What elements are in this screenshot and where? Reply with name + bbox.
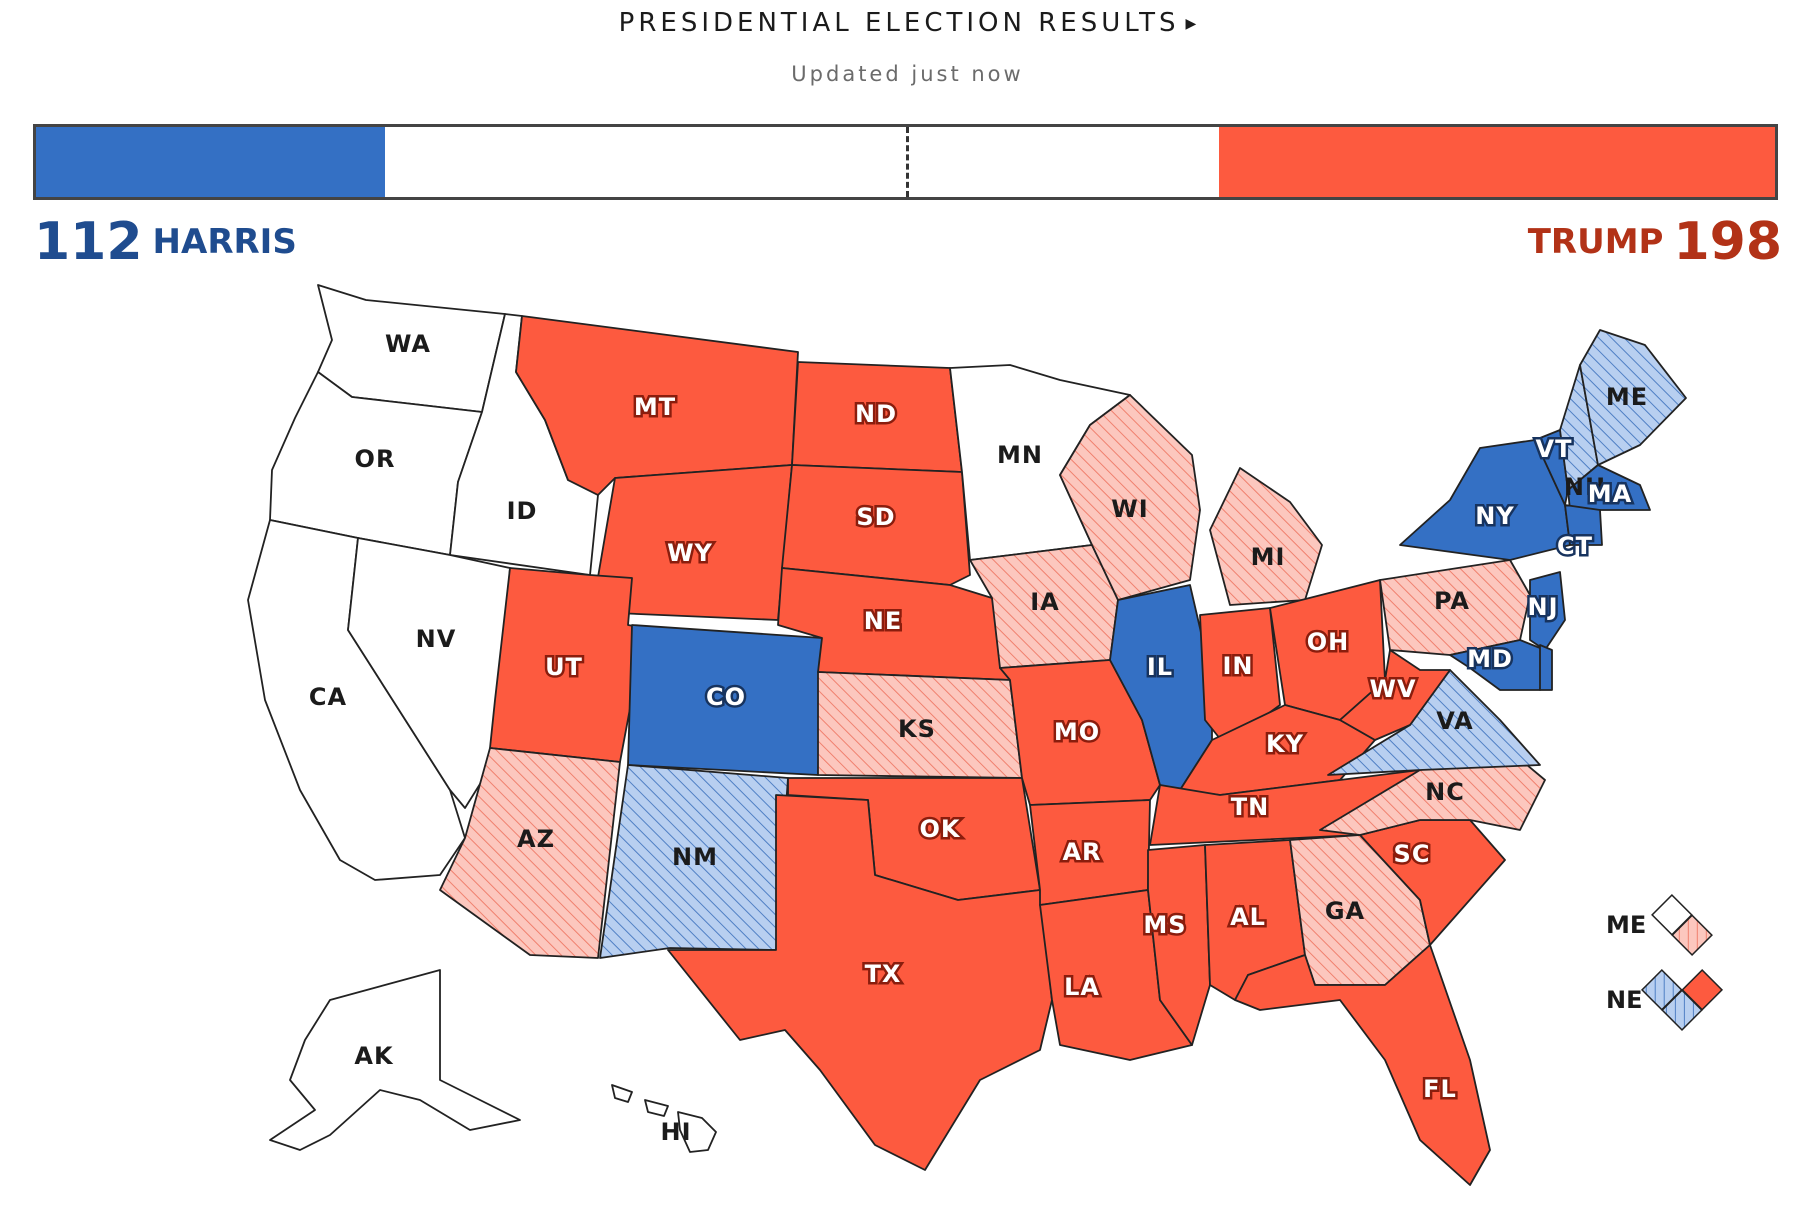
state-nj[interactable] <box>1529 571 1566 651</box>
state-label-sd: SD <box>856 503 895 531</box>
state-label-ok: OK <box>920 815 961 843</box>
state-label-ak: AK <box>354 1042 394 1070</box>
state-label-nc: NC <box>1425 778 1465 806</box>
legend-label-me: ME <box>1606 911 1646 939</box>
state-label-ne: NE <box>864 607 902 635</box>
state-label-wi: WI <box>1111 495 1148 523</box>
trump-name: TRUMP <box>1527 222 1664 262</box>
state-label-pa: PA <box>1434 587 1470 615</box>
state-wi[interactable] <box>1059 394 1201 601</box>
state-label-in: IN <box>1222 652 1253 680</box>
state-de[interactable] <box>1539 644 1553 691</box>
state-wv[interactable] <box>1339 649 1451 741</box>
state-label-nd: ND <box>855 400 897 428</box>
state-label-ar: AR <box>1062 838 1101 866</box>
electoral-vote-bar <box>33 124 1778 200</box>
state-label-ca: CA <box>309 683 347 711</box>
state-label-la: LA <box>1064 973 1100 1001</box>
state-tx[interactable] <box>667 794 1053 1171</box>
state-label-nm: NM <box>672 843 718 871</box>
state-label-wa: WA <box>385 330 431 358</box>
legend-district-me-2 <box>1671 914 1713 956</box>
state-label-wv: WV <box>1369 675 1416 703</box>
state-label-nv: NV <box>416 625 457 653</box>
legend-district-ne-3 <box>1681 969 1724 1011</box>
trump-tally: TRUMP 198 <box>1518 212 1782 272</box>
state-label-ut: UT <box>545 653 583 681</box>
state-label-wy: WY <box>667 539 713 567</box>
harris-tally: 112 HARRIS <box>34 212 307 272</box>
updated-status: Updated just now <box>791 62 1024 86</box>
state-label-co: CO <box>706 683 746 711</box>
state-label-hi: HI <box>660 1118 691 1146</box>
state-label-id: ID <box>507 497 538 525</box>
harris-bar-fill <box>36 127 386 197</box>
trump-votes: 198 <box>1673 212 1782 272</box>
caret-right-icon[interactable]: ▶ <box>1185 15 1197 32</box>
page-title[interactable]: PRESIDENTIAL ELECTION RESULTS ▶ <box>0 8 1815 38</box>
state-label-ma: MA <box>1588 480 1632 508</box>
state-label-md: MD <box>1467 645 1513 673</box>
state-label-ga: GA <box>1325 897 1365 925</box>
state-mi[interactable] <box>1209 467 1323 606</box>
state-label-tn: TN <box>1231 793 1269 821</box>
state-label-ny: NY <box>1475 502 1514 530</box>
state-sd[interactable] <box>781 464 971 586</box>
state-label-mn: MN <box>997 441 1043 469</box>
state-label-tx: TX <box>865 960 902 988</box>
harris-votes: 112 <box>34 212 143 272</box>
state-label-ks: KS <box>898 715 936 743</box>
state-label-vt: VT <box>1536 435 1573 463</box>
state-az[interactable] <box>439 747 621 959</box>
state-label-sc: SC <box>1394 840 1431 868</box>
state-label-or: OR <box>355 445 396 473</box>
state-label-nh: NH <box>1564 473 1606 501</box>
state-label-oh: OH <box>1307 628 1350 656</box>
state-label-ms: MS <box>1143 911 1186 939</box>
state-label-fl: FL <box>1423 1075 1457 1103</box>
state-label-al: AL <box>1230 903 1266 931</box>
state-label-ia: IA <box>1030 588 1060 616</box>
state-label-mi: MI <box>1251 543 1286 571</box>
page-title-text: PRESIDENTIAL ELECTION RESULTS <box>618 8 1180 38</box>
majority-line <box>905 127 909 197</box>
trump-bar-fill <box>1219 127 1775 197</box>
state-label-il: IL <box>1147 653 1173 681</box>
state-label-az: AZ <box>517 825 555 853</box>
legend-label-ne: NE <box>1606 986 1642 1014</box>
state-label-mt: MT <box>634 393 676 421</box>
harris-name: HARRIS <box>152 222 297 262</box>
state-label-ky: KY <box>1266 730 1304 758</box>
state-label-mo: MO <box>1054 718 1100 746</box>
state-ct[interactable] <box>1564 504 1603 546</box>
state-hi[interactable] <box>611 1084 717 1153</box>
state-fl[interactable] <box>1234 944 1491 1186</box>
state-label-ct: CT <box>1557 532 1593 560</box>
state-nm[interactable] <box>599 764 789 959</box>
state-label-va: VA <box>1436 707 1474 735</box>
state-label-nj: NJ <box>1527 593 1558 621</box>
state-ak[interactable] <box>269 969 521 1151</box>
state-label-me: ME <box>1606 383 1648 411</box>
